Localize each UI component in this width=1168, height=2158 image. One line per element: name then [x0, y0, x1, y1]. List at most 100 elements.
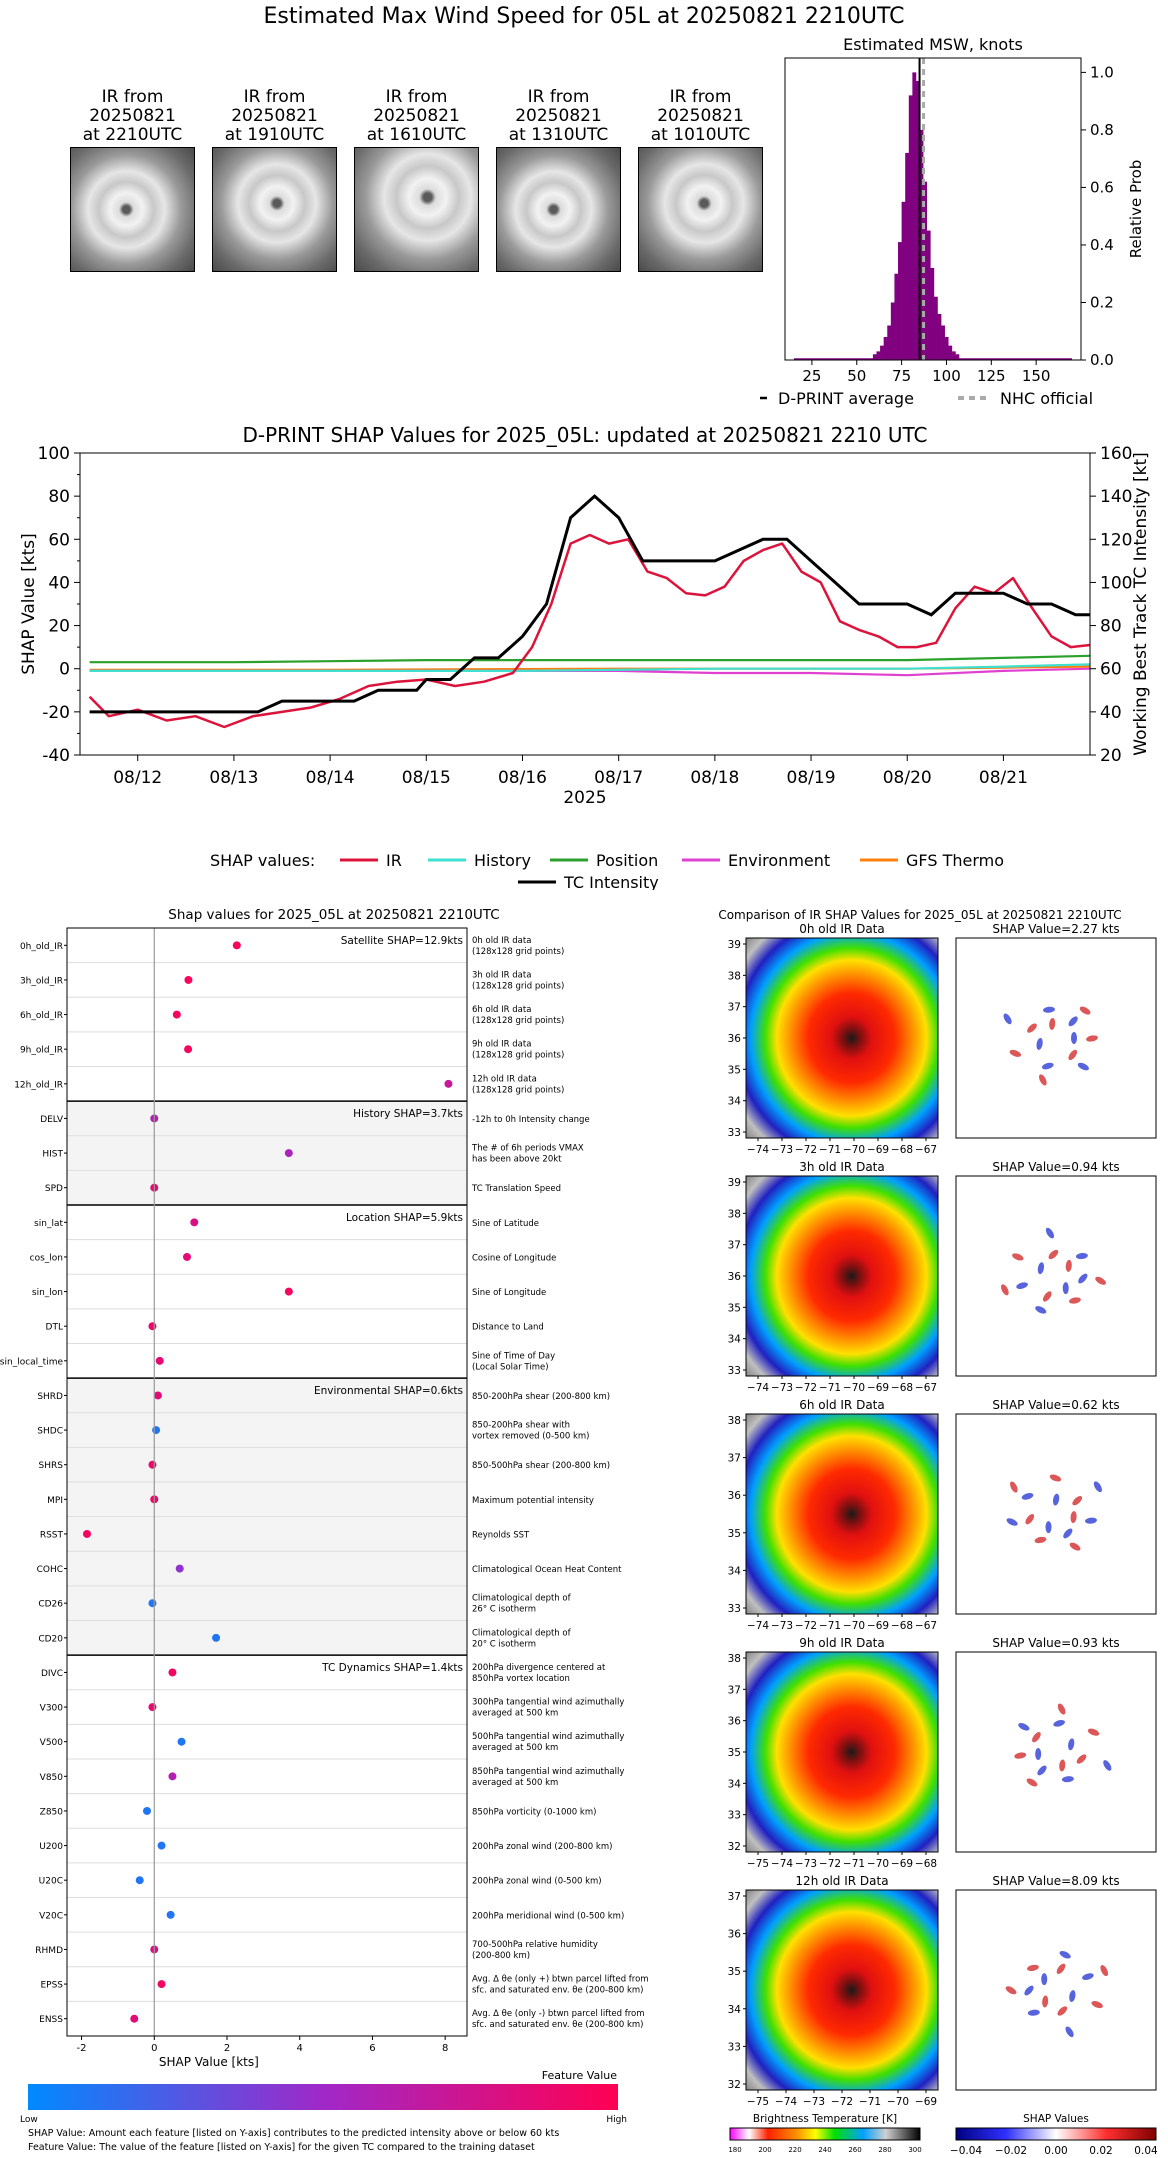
ir-xtick-label: −68 — [891, 1382, 913, 1394]
ir-thumb-title: IR from 20250821 at 1610UTC — [349, 88, 484, 145]
feature-description: Sine of Time of Day — [472, 1351, 555, 1361]
ir-thumb-title-line: 20250821 — [373, 106, 460, 126]
xtick-label: 08/18 — [690, 768, 739, 788]
shap-colorbar-tick: −0.04 — [950, 2145, 982, 2157]
feature-colorbar — [28, 2084, 618, 2110]
group-label: Location SHAP=5.9kts — [346, 1212, 463, 1224]
shap-blob — [1042, 1995, 1049, 2008]
feature-dot — [212, 1633, 221, 1642]
ir-ytick-label: 38 — [728, 1653, 741, 1665]
feature-description: 500hPa tangential wind azimuthally — [472, 1732, 624, 1742]
y2tick-label: 40 — [1100, 703, 1122, 723]
feature-description: Distance to Land — [472, 1323, 544, 1333]
ir-xtick-label: −73 — [803, 2096, 825, 2108]
shap-blob — [1016, 1282, 1028, 1289]
feature-name: SHDC — [37, 1427, 63, 1437]
ytick-label: 0 — [59, 660, 70, 680]
ir-ytick-label: 37 — [728, 1240, 741, 1252]
group-label: Environmental SHAP=0.6kts — [314, 1385, 463, 1397]
ir-xtick-label: −73 — [795, 1858, 817, 1870]
ir-ytick-label: 35 — [728, 1747, 741, 1759]
shap-timeseries-chart: D-PRINT SHAP Values for 2025_05L: update… — [19, 423, 1151, 890]
shap-blob — [1025, 1514, 1035, 1525]
shap-blob — [1056, 1963, 1066, 1974]
shap-blob — [1052, 1493, 1060, 1506]
ir-ytick-label: 33 — [728, 1603, 741, 1615]
shap-blob — [1069, 1990, 1076, 2002]
colorbar-low-label: Low — [20, 2115, 38, 2125]
shap-blob — [1035, 1748, 1042, 1761]
ir-thumb-title-line: at 1310UTC — [508, 125, 609, 145]
feature-colorbar-title: Feature Value — [542, 2069, 618, 2082]
shap-blob — [1072, 1496, 1083, 1506]
ir-xtick-label: −70 — [843, 1382, 865, 1394]
ir-ytick-label: 39 — [728, 1177, 741, 1189]
feature-name: V20C — [39, 1911, 63, 1921]
feature-description: (200-800 km) — [472, 1951, 530, 1961]
ir-xtick-label: −68 — [891, 1144, 913, 1156]
ir-thumb-image — [212, 147, 337, 272]
legend-title: SHAP values: — [210, 851, 315, 870]
hist-bar — [933, 296, 938, 360]
intensity-line — [89, 494, 1090, 714]
ir-xtick-label: −71 — [819, 1620, 841, 1632]
feature-dot — [183, 1252, 191, 1261]
shap-blob — [1041, 1973, 1048, 1986]
hist-ytick-label: 1.0 — [1090, 63, 1114, 81]
feature-description: 850-200hPa shear (200-800 km) — [472, 1392, 610, 1402]
bt-colorbar-tick: 300 — [908, 2146, 921, 2154]
ytick-label: 100 — [38, 444, 70, 464]
series-line-history — [89, 663, 1091, 672]
footnote: SHAP Value: Amount each feature [listed … — [28, 2128, 559, 2139]
ytick-label: 20 — [48, 617, 70, 637]
feature-description: 12h old IR data — [472, 1074, 537, 1084]
y2tick-label: 100 — [1100, 573, 1132, 593]
feature-name: RHMD — [35, 1946, 63, 1956]
group-label: Satellite SHAP=12.9kts — [341, 935, 463, 947]
shap-blob — [1027, 1964, 1039, 1972]
feature-dot — [444, 1079, 453, 1088]
hist-xtick-label: 75 — [892, 367, 911, 385]
feature-dot — [148, 1460, 157, 1469]
ir-thumb-title-line: at 1610UTC — [366, 125, 467, 145]
shap-blob — [1061, 1776, 1074, 1783]
ir-xtick-label: −69 — [867, 1144, 889, 1156]
group-label: History SHAP=3.7kts — [353, 1108, 463, 1120]
shap-colorbar-tick: 0.00 — [1044, 2145, 1067, 2157]
timeseries-ylabel: SHAP Value [kts] — [19, 533, 39, 675]
feature-description: 200hPa zonal wind (0-500 km) — [472, 1877, 602, 1887]
feature-dot — [166, 1910, 175, 1919]
ir-panel-image — [745, 1413, 939, 1615]
shap-panel-title: SHAP Value=0.62 kts — [992, 1398, 1119, 1412]
shap-blob — [1103, 1760, 1112, 1771]
shap-blob — [1027, 2009, 1040, 2016]
shap-blob — [1063, 1528, 1073, 1539]
group-shade — [67, 1101, 467, 1205]
shap-panel-title: SHAP Value=8.09 kts — [992, 1874, 1119, 1888]
feature-description: 200hPa meridional wind (0-500 km) — [472, 1911, 624, 1921]
hist-bar — [887, 325, 892, 360]
shap-blob — [1065, 1259, 1072, 1272]
ir-thumb-image — [638, 147, 763, 272]
feature-description: (128x128 grid points) — [472, 947, 564, 957]
ir-thumb-title-line: IR from — [669, 87, 732, 107]
shap-blob — [1078, 1273, 1088, 1284]
hist-ytick-label: 0.6 — [1090, 178, 1114, 196]
shap-blob — [1034, 1536, 1047, 1544]
feature-description: 850hPa tangential wind azimuthally — [472, 1767, 624, 1777]
ir-thumb-title-line: at 2210UTC — [82, 125, 183, 145]
feature-dot — [148, 1703, 157, 1712]
ir-xtick-label: −72 — [795, 1382, 817, 1394]
xtick-label: 08/15 — [402, 768, 451, 788]
timeseries-y2label: Working Best Track TC Intensity [kt] — [1131, 452, 1151, 756]
shap-blob — [1086, 1035, 1098, 1042]
shap-blob — [1012, 1253, 1024, 1261]
feature-dot — [284, 1149, 293, 1158]
ir-xtick-label: −71 — [843, 1858, 865, 1870]
feature-description: 700-500hPa relative humidity — [472, 1940, 598, 1950]
ir-xtick-label: −74 — [775, 2096, 797, 2108]
hist-bar — [880, 345, 884, 360]
feature-description: averaged at 500 km — [472, 1709, 558, 1719]
shap-blob — [1037, 1262, 1045, 1275]
feature-name: CD26 — [38, 1600, 63, 1610]
